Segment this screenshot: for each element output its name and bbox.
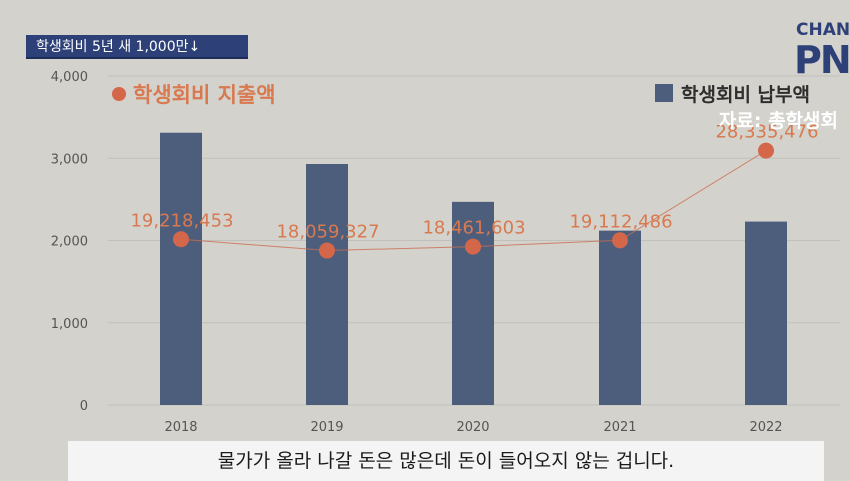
legend: 학생회비 지출액 학생회비 납부액 자료: 총학생회 [112,83,838,132]
line-point-label: 18,461,603 [422,218,525,239]
bar [160,132,202,405]
legend-dot-icon [112,87,126,101]
y-tick-label: 3,000 [51,152,88,167]
line-point-label: 19,218,453 [130,210,233,231]
bar [599,230,641,405]
y-axis: 0 1,000 2,000 3,000 4,000 [51,70,88,414]
x-tick-label: 2019 [310,420,343,435]
bar [306,164,348,405]
y-tick-label: 1,000 [51,317,88,332]
line-point [612,232,628,249]
x-tick-label: 2022 [749,420,782,435]
y-tick-label: 0 [80,399,88,414]
line-point [758,142,774,159]
y-tick-label: 4,000 [51,70,88,85]
y-tick-label: 2,000 [51,235,88,250]
x-tick-label: 2018 [164,420,197,435]
x-tick-label: 2020 [456,420,489,435]
channel-logo: CHAN PN [794,18,850,84]
line-point-label: 19,112,486 [569,211,672,232]
bar [745,221,787,405]
line-point [173,231,189,248]
line-point [465,238,481,255]
x-tick-label: 2021 [603,420,636,435]
bar [452,201,494,405]
bar-series [160,132,787,405]
legend-line-label: 학생회비 지출액 [133,83,276,107]
logo-line-1: CHAN [796,20,850,40]
chart-title-tag: 학생회비 5년 새 1,000만↓ [26,35,248,59]
line-point-label: 28,335,476 [715,122,818,143]
logo-line-2: PN [794,38,850,82]
line-point-label: 18,059,327 [276,222,379,243]
line-point [319,242,335,259]
caption-subtitle: 물가가 올라 나갈 돈은 많은데 돈이 들어오지 않는 겁니다. [68,441,824,481]
legend-bar-label: 학생회비 납부액 [681,84,810,106]
source-annotation: 자료: 총학생회 [719,110,838,132]
x-axis: 2018 2019 2020 2021 2022 [164,420,782,435]
line-series: 19,218,453 18,059,327 18,461,603 19,112,486… [130,122,819,259]
legend-bar-swatch-icon [655,84,673,102]
